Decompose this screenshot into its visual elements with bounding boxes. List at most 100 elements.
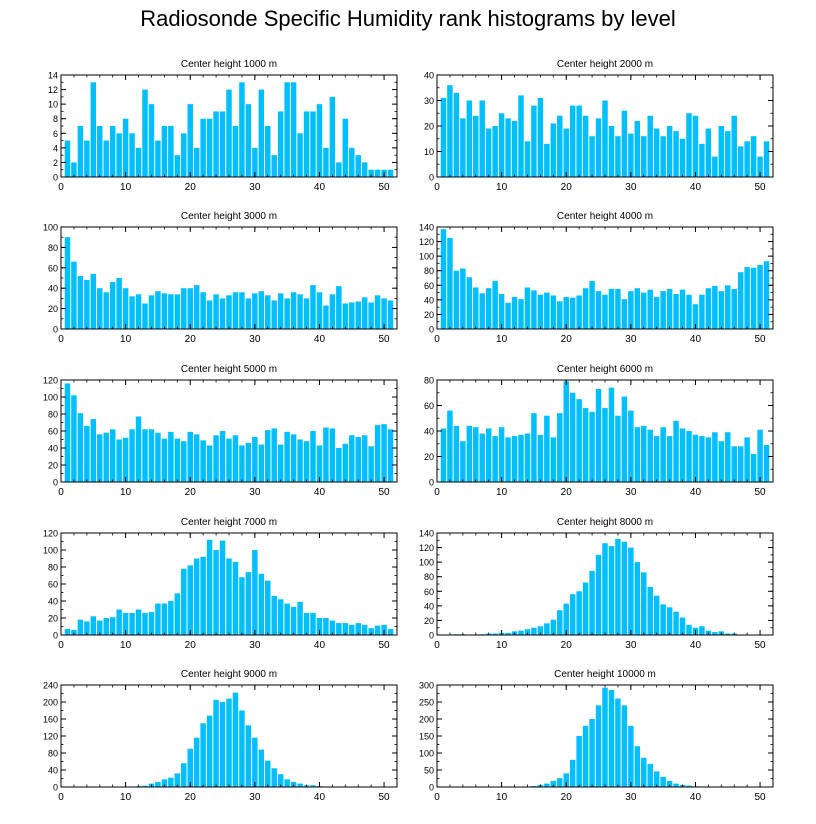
x-tick-label: 0 (434, 792, 440, 803)
y-tick-label: 200 (419, 715, 434, 725)
y-tick-label: 200 (43, 698, 58, 708)
histogram-bar (349, 147, 355, 177)
histogram-bar (653, 595, 660, 635)
histogram-bar (686, 624, 692, 635)
histogram-bar (582, 288, 589, 329)
histogram-bar (692, 304, 699, 329)
histogram-bar (193, 558, 200, 635)
histogram-bar (628, 725, 634, 787)
histogram-bar (297, 133, 303, 177)
histogram-bar (77, 619, 84, 635)
histogram-bar (265, 430, 271, 482)
histogram-bar (290, 781, 297, 787)
y-tick-label: 14 (48, 71, 58, 81)
histogram-bar (563, 603, 569, 635)
histogram-bar (213, 435, 219, 482)
histogram-bar (589, 280, 595, 329)
histogram-bar (641, 292, 647, 329)
histogram-bar (763, 141, 770, 177)
histogram-bar (200, 118, 206, 177)
histogram-bar (368, 169, 374, 177)
y-tick-label: 100 (43, 223, 58, 233)
histogram-bar (355, 436, 361, 482)
panel-title: Center height 3000 m (181, 211, 277, 222)
histogram-bar (323, 427, 329, 482)
x-tick-label: 50 (755, 487, 767, 498)
histogram-bar (336, 448, 342, 482)
histogram-bar (290, 292, 297, 329)
histogram-bar (206, 715, 213, 787)
histogram-bar (219, 540, 226, 635)
histogram-bar (368, 302, 374, 329)
x-tick-label: 20 (561, 182, 573, 193)
histogram-bar (122, 288, 129, 329)
histogram-bar (284, 779, 290, 787)
histogram-bar (602, 687, 608, 787)
y-tick-label: 250 (419, 698, 434, 708)
x-tick-label: 30 (625, 334, 637, 345)
histogram-bar (466, 100, 473, 177)
histogram-bar (498, 294, 505, 329)
histogram-bar (90, 419, 97, 482)
histogram-bar (582, 582, 589, 635)
histogram-panel-9: Center height 9000 m 0 10 20 30 40 50 0 40 80 120 1… (43, 669, 398, 803)
histogram-bar (265, 760, 271, 787)
x-tick-label: 20 (185, 487, 197, 498)
histogram-bar (161, 603, 168, 635)
histogram-bar (750, 136, 757, 177)
x-tick-label: 50 (755, 792, 767, 803)
histogram-bar (219, 431, 226, 482)
histogram-bar (505, 118, 511, 177)
histogram-bar (621, 396, 628, 482)
histogram-bar (284, 82, 290, 177)
histogram-bar (277, 774, 284, 787)
histogram-bar (64, 237, 71, 329)
histogram-bar (297, 439, 303, 482)
histogram-bar (653, 128, 660, 177)
histogram-bar (666, 126, 673, 177)
histogram-bar (602, 100, 608, 177)
histogram-panel-5: Center height 5000 m 0 10 20 30 40 50 0 20 40 60 80… (43, 364, 398, 498)
histogram-bar (387, 429, 394, 482)
histogram-bar (505, 302, 511, 329)
x-tick-label: 10 (496, 640, 508, 651)
histogram-bar (615, 538, 621, 635)
histogram-bar (90, 82, 97, 177)
histogram-bar (174, 438, 181, 482)
histogram-bar (142, 89, 148, 177)
histogram-bar (148, 295, 155, 329)
histogram-bar (381, 624, 387, 635)
histogram-bar (226, 438, 232, 482)
x-tick-label: 40 (314, 792, 326, 803)
histogram-bar (71, 395, 77, 482)
histogram-bar (582, 725, 589, 787)
x-tick-label: 50 (379, 640, 391, 651)
x-tick-label: 10 (496, 487, 508, 498)
x-tick-label: 50 (379, 487, 391, 498)
histogram-bar (440, 229, 447, 329)
histogram-bar (355, 623, 361, 635)
histogram-panel-1: Center height 1000 m 0 10 20 30 40 50 0 2 4 6 8 10 12… (48, 59, 398, 193)
x-tick-label: 40 (690, 792, 702, 803)
y-tick-label: 0 (429, 783, 434, 793)
histogram-bar (181, 133, 187, 177)
y-tick-label: 20 (424, 310, 434, 320)
histogram-bar (699, 294, 705, 329)
histogram-bar (641, 136, 647, 177)
histogram-bar (329, 96, 336, 177)
histogram-bar (750, 453, 757, 482)
y-tick-label: 80 (48, 243, 58, 253)
histogram-bar (226, 89, 232, 177)
histogram-bar (77, 413, 84, 482)
histogram-bar (498, 427, 505, 482)
histogram-bar (479, 293, 485, 329)
histogram-bar (731, 288, 737, 329)
histogram-bar (258, 291, 265, 329)
histogram-bar (368, 628, 374, 635)
histogram-bar (245, 298, 252, 329)
histogram-bar (544, 623, 550, 635)
histogram-bar (174, 773, 181, 787)
histogram-bar (634, 562, 641, 635)
histogram-bar (647, 429, 653, 482)
histogram-bar (193, 434, 200, 482)
